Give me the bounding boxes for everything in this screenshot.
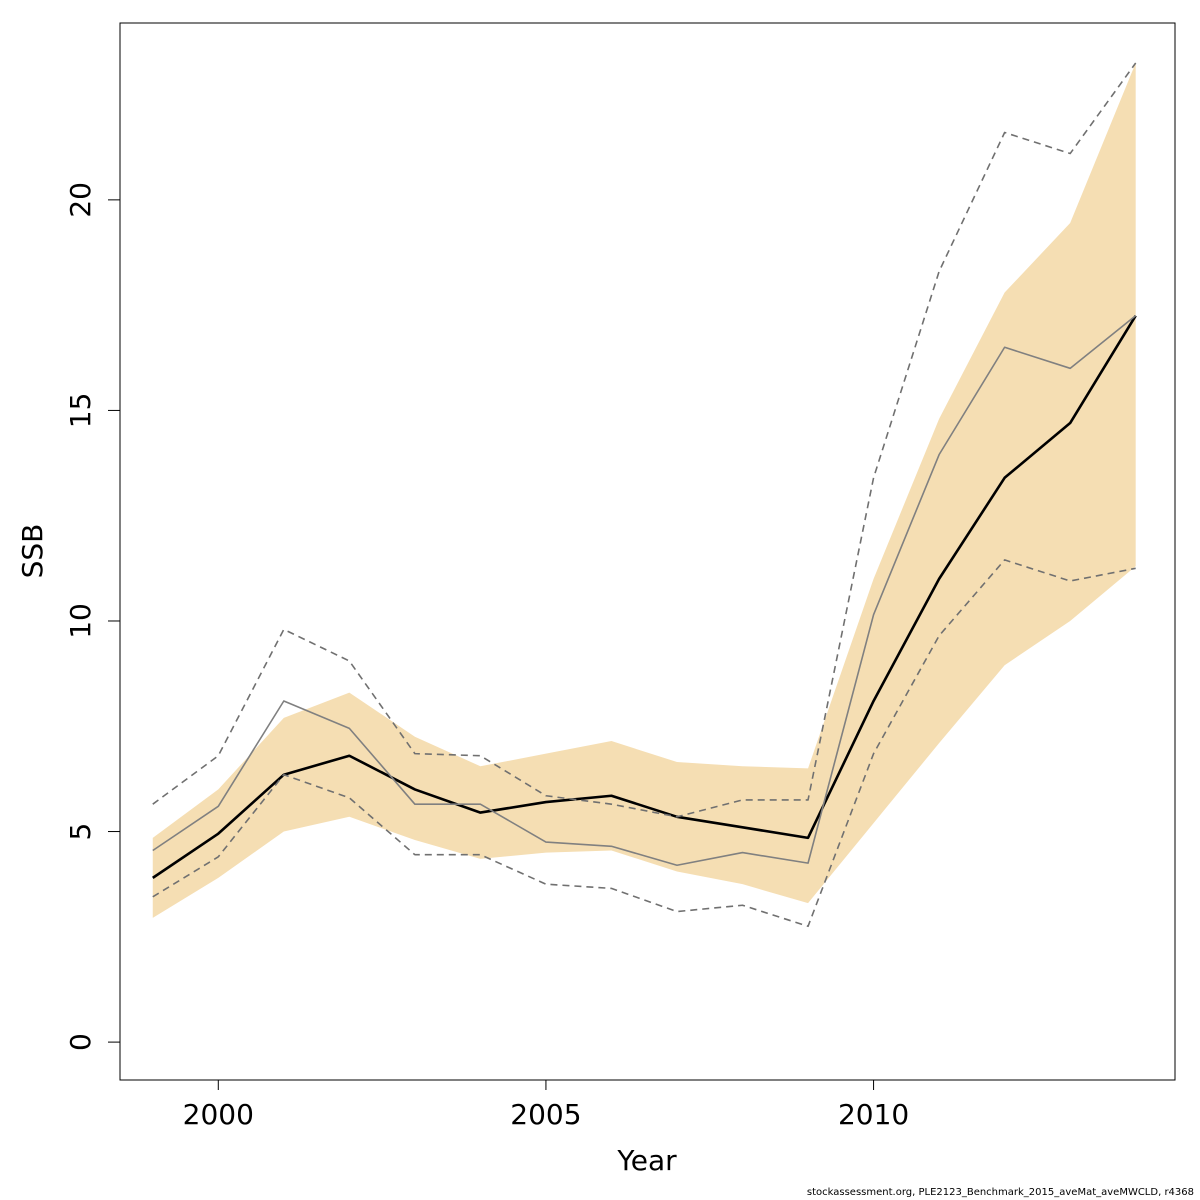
y-axis-label: SSB (16, 524, 49, 579)
series-line-1 (152, 314, 1137, 879)
footer-credit: stockassessment.org, PLE2123_Benchmark_2… (806, 1187, 1194, 1198)
series-layer (152, 62, 1137, 928)
x-tick-label: 2000 (183, 1098, 254, 1131)
series-line-3 (152, 62, 1137, 818)
series-line-2 (152, 315, 1137, 867)
series-line-4 (152, 559, 1136, 928)
y-tick-label: 15 (64, 393, 97, 429)
x-tick-label: 2010 (838, 1098, 909, 1131)
y-tick-label: 10 (64, 603, 97, 639)
confidence-band-layer (152, 63, 1136, 918)
y-tick-label: 5 (64, 823, 97, 841)
confidence-band (152, 63, 1136, 918)
y-tick-label: 20 (64, 182, 97, 218)
x-tick-label: 2005 (510, 1098, 581, 1131)
y-tick-label: 0 (64, 1033, 97, 1051)
x-axis-label: Year (616, 1144, 677, 1177)
y-axis: 0 5 10 15 20 (64, 182, 121, 1051)
x-axis: 2000 2005 2010 (183, 1079, 909, 1131)
